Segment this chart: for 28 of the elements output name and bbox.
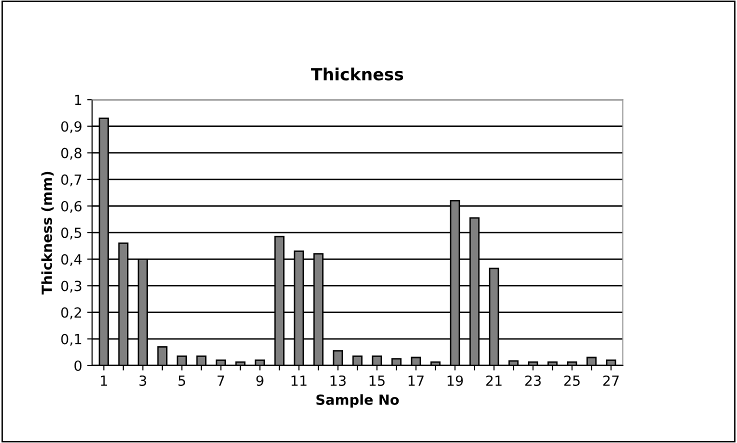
x-tick-label: 23 xyxy=(525,375,541,386)
x-axis-title: Sample No xyxy=(316,394,399,408)
x-tick-label: 7 xyxy=(218,376,224,386)
x-tick-label: 3 xyxy=(139,375,146,386)
y-axis-title: Thickness (mm) xyxy=(41,172,54,294)
y-tick-label: 0,5 xyxy=(61,228,82,240)
y-tick-label: 0,1 xyxy=(61,334,82,346)
x-tick-label: 11 xyxy=(292,376,306,386)
x-tick-label: 9 xyxy=(256,375,264,386)
x-tick-label: 27 xyxy=(603,375,619,386)
y-tick-label: 0,7 xyxy=(61,174,82,186)
x-tick-label: 17 xyxy=(408,376,424,386)
chart-title: Thickness xyxy=(311,68,404,80)
x-tick-label: 21 xyxy=(486,375,502,386)
x-tick-label: 1 xyxy=(100,376,107,386)
x-tick-label: 5 xyxy=(178,376,186,386)
y-tick-label: 1 xyxy=(75,94,82,105)
y-tick-label: 0,8 xyxy=(61,148,82,160)
y-tick-label: 0,2 xyxy=(61,307,82,320)
y-tick-label: 0 xyxy=(74,360,82,371)
x-tick-label: 25 xyxy=(564,375,580,386)
y-tick-label: 0,4 xyxy=(61,254,82,266)
y-tick-label: 0,6 xyxy=(61,200,82,213)
y-tick-label: 0,3 xyxy=(61,280,82,293)
x-tick-label: 19 xyxy=(448,375,463,386)
x-tick-label: 15 xyxy=(370,376,385,386)
x-tick-label: 13 xyxy=(330,375,346,386)
y-tick-label: 0,9 xyxy=(61,121,82,134)
